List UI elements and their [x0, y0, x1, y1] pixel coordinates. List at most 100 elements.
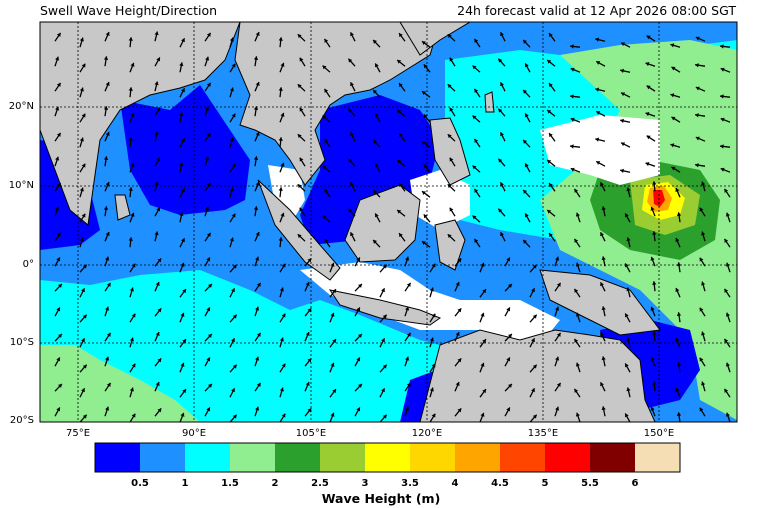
calm-philippines: [540, 115, 660, 185]
swell-arrow-head: [56, 182, 61, 187]
swell-arrow-head: [208, 333, 212, 338]
zone-lightgreen-south: [40, 345, 200, 422]
swell-arrow-head: [626, 237, 631, 242]
swell-arrow-head: [523, 89, 528, 94]
swell-arrow-head: [154, 81, 159, 86]
swell-arrow-head: [350, 232, 354, 237]
colorbar-tick-label: 1: [181, 478, 189, 489]
swell-arrow-head: [155, 382, 160, 386]
swell-arrow-head: [130, 112, 135, 117]
swell-arrow-head: [231, 288, 235, 293]
swell-arrow-head: [555, 356, 560, 361]
land-sri-lanka: [114, 194, 131, 221]
swell-arrow-head: [253, 106, 259, 110]
swell-arrow-head: [154, 131, 159, 136]
swell-arrow-head: [182, 339, 186, 344]
swell-arrow-head: [482, 339, 486, 344]
swell-arrow-head: [374, 113, 379, 118]
swell-arrow-head: [701, 231, 706, 236]
swell-arrow-head: [105, 232, 110, 236]
swell-arrow-head: [205, 56, 210, 61]
swell-arrow-head: [724, 388, 729, 393]
calm-andaman: [268, 165, 305, 225]
swell-arrow-head: [55, 56, 60, 61]
swell-arrow-head: [699, 307, 704, 312]
swell-arrow-head: [157, 308, 162, 313]
swell-arrow-head: [81, 388, 85, 393]
swell-arrow-head: [421, 241, 426, 245]
swell-arrow-head: [103, 206, 109, 210]
swell-arrow-head: [155, 282, 160, 286]
swell-arrow-head: [447, 234, 452, 239]
swell-arrow-head: [675, 288, 680, 292]
swell-arrow-head: [157, 258, 162, 263]
swell-arrow-head: [474, 188, 479, 193]
swell-arrow-head: [79, 37, 84, 42]
swell-arrow-head: [455, 382, 460, 386]
colorbar-swatch: [185, 443, 230, 472]
swell-arrow-head: [626, 287, 631, 292]
swell-arrow-head: [348, 208, 353, 213]
swell-arrow-head: [421, 191, 426, 195]
swell-arrow-head: [699, 257, 704, 262]
swell-arrow-head: [570, 144, 574, 149]
swell-arrow-head: [399, 183, 403, 188]
swell-arrow-head: [156, 157, 161, 162]
swell-arrow-head: [103, 156, 109, 160]
swell-arrow-head: [650, 206, 655, 211]
swell-arrow-head: [103, 56, 109, 60]
swell-arrow-head: [278, 137, 283, 141]
swell-arrow-head: [181, 138, 185, 143]
lon-label-75e: 75°E: [65, 428, 91, 439]
swell-arrow-head: [508, 333, 512, 338]
colorbar-tick-label: 3.5: [401, 478, 419, 489]
lon-label-120e: 120°E: [411, 428, 443, 439]
swell-arrow-head: [531, 388, 535, 393]
swell-arrow-head: [208, 383, 212, 388]
swell-arrow-head: [131, 263, 136, 268]
swell-arrow-head: [725, 362, 730, 367]
swell-arrow-head: [307, 358, 312, 363]
swell-arrow-head: [281, 263, 286, 268]
swell-arrow-head: [447, 84, 452, 89]
swell-arrow-head: [56, 32, 61, 37]
swell-arrow-head: [695, 63, 699, 68]
swell-arrow-head: [81, 163, 86, 168]
swell-arrow-head: [374, 163, 379, 168]
swell-arrow-head: [701, 181, 706, 186]
swell-arrow-head: [652, 381, 657, 385]
swell-arrow-head: [154, 231, 159, 236]
swell-arrow-head: [350, 82, 354, 87]
swell-arrow-head: [281, 413, 286, 418]
swell-arrow-head: [206, 232, 211, 237]
swell-arrow-head: [231, 388, 235, 393]
swell-arrow-head: [524, 213, 529, 218]
swell-arrow-head: [508, 383, 512, 388]
swell-arrow-head: [671, 166, 676, 171]
swell-arrow-head: [356, 407, 361, 412]
swell-arrow-head: [253, 206, 259, 210]
swell-arrow-head: [472, 215, 477, 220]
swell-arrow-head: [506, 307, 511, 312]
swell-arrow-head: [82, 264, 87, 269]
swell-arrow-head: [472, 65, 477, 70]
swell-arrow-head: [675, 188, 680, 192]
swell-arrow-head: [299, 157, 304, 162]
swell-arrow-head: [624, 313, 629, 318]
swell-arrow-head: [405, 306, 410, 311]
swell-arrow-head: [646, 85, 651, 90]
swell-arrow-head: [555, 256, 560, 261]
swell-arrow-head: [524, 163, 529, 168]
swell-arrow-head: [725, 312, 730, 317]
swell-arrow-head: [556, 382, 561, 387]
swell-arrow-head: [205, 156, 210, 161]
swell-arrow-head: [532, 264, 537, 269]
swell-arrow-head: [330, 262, 335, 267]
swell-arrow-head: [670, 43, 675, 48]
swell-arrow-head: [575, 212, 580, 217]
swell-arrow-head: [56, 357, 61, 362]
swell-arrow-head: [474, 88, 479, 93]
swell-arrow-head: [205, 206, 210, 211]
swell-arrow-head: [229, 37, 234, 42]
colorbar-tick-label: 4.5: [491, 478, 509, 489]
